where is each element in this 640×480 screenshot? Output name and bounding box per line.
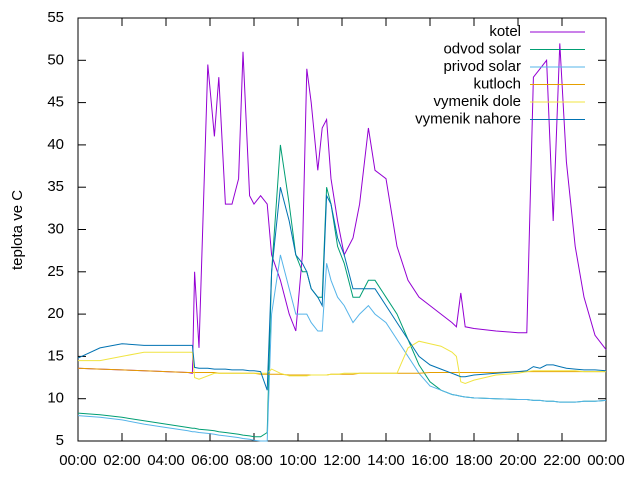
x-tick-label: 20:00 xyxy=(499,452,537,469)
y-tick-label: 40 xyxy=(47,136,64,153)
x-tick-label: 06:00 xyxy=(191,452,229,469)
y-axis-label: teplota ve C xyxy=(9,190,26,270)
x-tick-label: 08:00 xyxy=(235,452,273,469)
y-tick-label: 55 xyxy=(47,9,64,26)
y-tick-label: 15 xyxy=(47,347,64,364)
x-tick-label: 00:00 xyxy=(587,452,625,469)
legend-label: kotel xyxy=(489,23,521,40)
x-tick-label: 00:00 xyxy=(59,452,97,469)
x-tick-label: 18:00 xyxy=(455,452,493,469)
x-tick-label: 04:00 xyxy=(147,452,185,469)
y-tick-label: 35 xyxy=(47,178,64,195)
legend-label: vymenik dole xyxy=(433,93,521,110)
plot-frame xyxy=(77,17,607,442)
series-line xyxy=(77,254,607,442)
y-tick-label: 10 xyxy=(47,390,64,407)
legend-label: vymenik nahore xyxy=(415,110,521,127)
y-tick-label: 50 xyxy=(47,51,64,68)
y-tick-label: 45 xyxy=(47,94,64,111)
series-line xyxy=(77,43,607,374)
y-tick-label: 30 xyxy=(47,220,64,237)
x-tick-label: 10:00 xyxy=(279,452,317,469)
y-tick-label: 25 xyxy=(47,263,64,280)
x-tick-label: 12:00 xyxy=(323,452,361,469)
x-tick-label: 16:00 xyxy=(411,452,449,469)
series-line xyxy=(77,187,607,391)
legend-label: kutloch xyxy=(473,75,521,92)
y-tick-label: 5 xyxy=(56,432,64,449)
legend-label: odvod solar xyxy=(443,40,521,57)
series-line xyxy=(78,340,606,385)
x-tick-label: 02:00 xyxy=(103,452,141,469)
y-tick-label: 20 xyxy=(47,305,64,322)
series-line xyxy=(77,144,607,438)
x-tick-label: 22:00 xyxy=(543,452,581,469)
legend-label: privod solar xyxy=(443,58,521,75)
x-tick-label: 14:00 xyxy=(367,452,405,469)
